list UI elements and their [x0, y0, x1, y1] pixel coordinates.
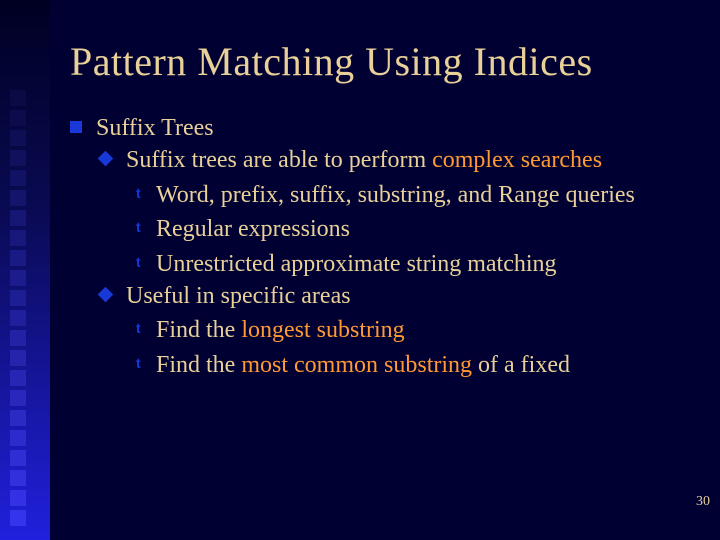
diamond-bullet-icon	[98, 287, 114, 303]
t-bullet-icon: t	[136, 255, 148, 269]
item-text: Useful in specific areas	[126, 283, 351, 309]
list-item: t Unrestricted approximate string matchi…	[70, 248, 680, 280]
list-item: Suffix trees are able to perform complex…	[70, 144, 680, 176]
slide-title: Pattern Matching Using Indices	[70, 40, 680, 84]
item-text: Suffix trees are able to perform	[126, 147, 432, 173]
item-text: Suffix Trees	[96, 115, 214, 141]
t-bullet-icon: t	[136, 220, 148, 234]
t-bullet-icon: t	[136, 186, 148, 200]
diamond-bullet-icon	[98, 151, 114, 167]
page-number: 30	[696, 494, 710, 510]
square-bullet-icon	[70, 121, 82, 133]
highlighted-text: complex searches	[432, 147, 602, 173]
item-text: of a fixed	[472, 352, 570, 378]
highlighted-text: longest substring	[241, 317, 404, 343]
item-text: Regular expressions	[156, 216, 350, 242]
highlighted-text: most common substring	[241, 352, 472, 378]
list-item: Useful in specific areas	[70, 280, 680, 312]
t-bullet-icon: t	[136, 321, 148, 335]
item-text: Unrestricted approximate string matching	[156, 251, 557, 277]
slide-content: Suffix Trees Suffix trees are able to pe…	[70, 112, 680, 381]
item-text: Word, prefix, suffix, substring, and Ran…	[156, 182, 635, 208]
list-item: t Regular expressions	[70, 213, 680, 245]
list-item: t Find the most common substring of a fi…	[70, 349, 680, 381]
list-item: t Find the longest substring	[70, 314, 680, 346]
list-item: t Word, prefix, suffix, substring, and R…	[70, 179, 680, 211]
t-bullet-icon: t	[136, 356, 148, 370]
item-text: Find the	[156, 352, 241, 378]
list-item: Suffix Trees	[70, 112, 680, 144]
item-text: Find the	[156, 317, 241, 343]
slide: Pattern Matching Using Indices Suffix Tr…	[0, 0, 720, 540]
